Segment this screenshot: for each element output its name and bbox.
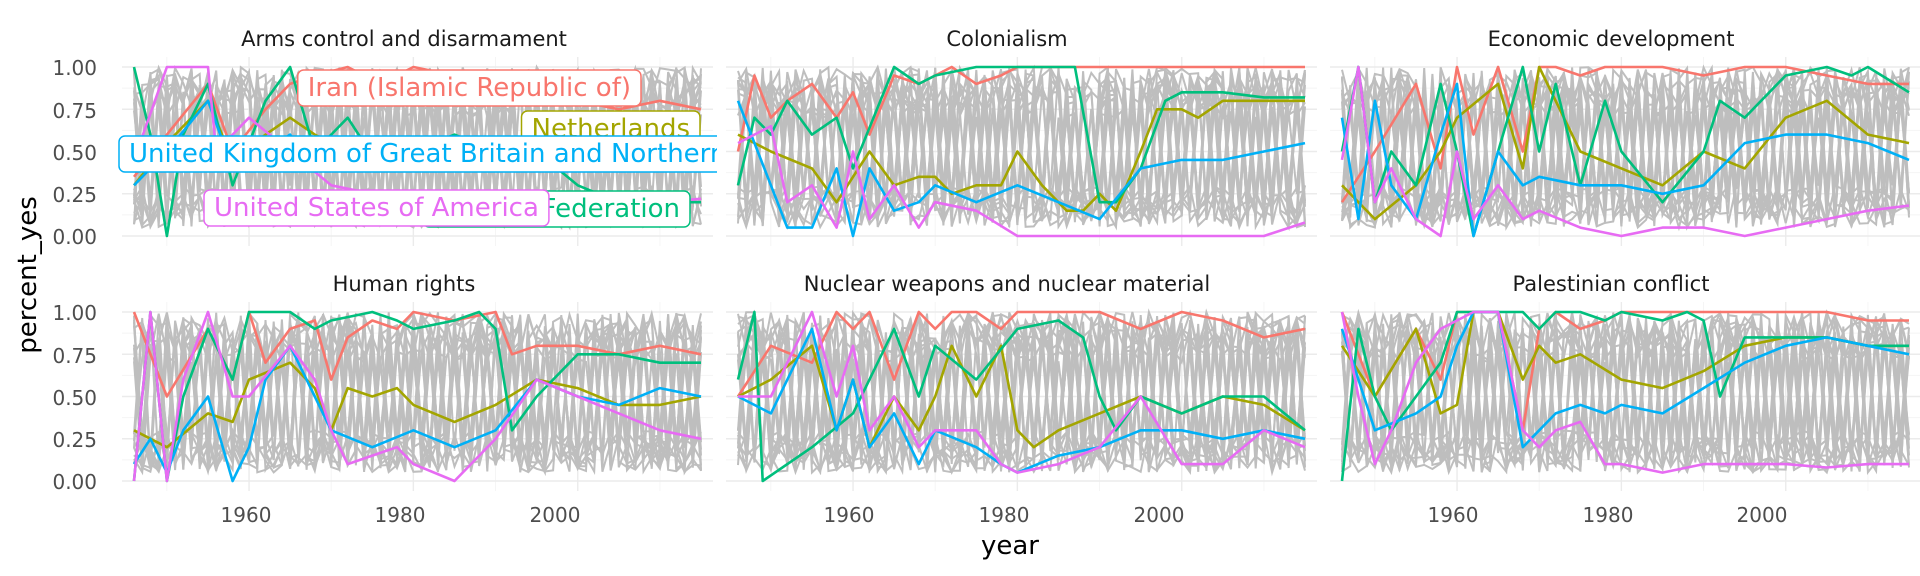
country-label-text: United States of America [214, 193, 539, 223]
series-line-russian-federation [1340, 310, 1909, 482]
y-tick-label: 0.50 [52, 141, 97, 165]
background-country-line [133, 314, 702, 474]
series-line-russian-federation [736, 310, 1306, 483]
panel-title-economic-development: Economic development [1488, 27, 1735, 51]
panel-title-nuclear-weapons: Nuclear weapons and nuclear material [804, 272, 1211, 296]
x-tick-label: 2000 [1134, 503, 1185, 527]
x-tick-label: 1980 [1583, 503, 1634, 527]
y-tick-label: 0.75 [52, 99, 97, 123]
series-line-iran-islamic-republic-of [736, 65, 1305, 152]
series-line-united-states-of-america [1340, 65, 1910, 238]
series-line-united-kingdom-of-great-britain-and-northern-ireland [736, 100, 1306, 238]
background-country-line [133, 312, 702, 474]
x-tick-label: 2000 [1737, 503, 1788, 527]
series-line-russian-federation [736, 65, 1305, 204]
y-tick-label: 0.25 [52, 183, 97, 207]
country-label: Iran (Islamic Republic of) [297, 69, 642, 107]
background-country-line [737, 67, 1306, 230]
country-label: United Kingdom of Great Britain and Nort… [118, 135, 825, 173]
panel-title-colonialism: Colonialism [946, 27, 1067, 51]
y-tick-label: 0.25 [52, 428, 97, 452]
y-tick-label: 0.75 [52, 344, 97, 368]
series-line-united-states-of-america [737, 124, 1306, 238]
y-tick-label: 1.00 [52, 56, 97, 80]
y-tick-label: 0.50 [52, 386, 97, 410]
x-tick-label: 2000 [530, 503, 581, 527]
x-tick-label: 1960 [221, 503, 272, 527]
country-label-box [297, 69, 642, 107]
background-country-line [737, 66, 1306, 231]
series-line-iran-islamic-republic-of [736, 310, 1306, 398]
country-label-text: Iran (Islamic Republic of) [308, 73, 631, 103]
background-country-line [1341, 67, 1910, 227]
series-line-united-states-of-america [1340, 310, 1909, 474]
x-axis-title: year [981, 531, 1039, 561]
series-line-united-kingdom-of-great-britain-and-northern-ireland [1340, 82, 1910, 238]
series-line-russian-federation [132, 65, 701, 238]
series-line-netherlands [737, 99, 1305, 212]
background-country-line [737, 69, 1306, 231]
x-tick-label: 1960 [824, 503, 875, 527]
x-tick-label: 1980 [979, 503, 1030, 527]
background-country-line [133, 312, 702, 473]
series-line-united-states-of-america [738, 310, 1306, 474]
country-label-box [118, 135, 717, 173]
series-line-iran-islamic-republic-of [1340, 65, 1909, 203]
background-country-line [1341, 312, 1910, 475]
background-country-line [1341, 309, 1910, 473]
background-country-line [737, 310, 1306, 476]
x-tick-label: 1960 [1428, 503, 1479, 527]
y-tick-label: 0.00 [52, 225, 97, 249]
series-line-russian-federation [1340, 65, 1910, 238]
country-label-text: United Kingdom of Great Britain and Nort… [129, 139, 825, 169]
series-line-iran-islamic-republic-of [1340, 310, 1909, 432]
y-tick-label: 1.00 [52, 301, 97, 325]
y-axis-title: percent_yes [13, 196, 43, 354]
x-tick-label: 1980 [375, 503, 426, 527]
series-line-netherlands [133, 361, 702, 449]
panel-title-human-rights: Human rights [333, 272, 476, 296]
series-line-united-states-of-america [132, 310, 702, 483]
series-line-russian-federation [132, 310, 701, 483]
series-line-united-kingdom-of-great-britain-and-northern-ireland [1340, 310, 1910, 449]
panel-title-palestinian-conflict: Palestinian conflict [1513, 272, 1710, 296]
y-tick-label: 0.00 [52, 470, 97, 494]
highlight-series-layer [132, 65, 1910, 483]
series-line-united-kingdom-of-great-britain-and-northern-ireland [737, 327, 1306, 474]
country-label-box [203, 189, 550, 227]
country-label: United States of America [203, 189, 550, 227]
background-country-line [133, 310, 702, 472]
panel-title-arms-control: Arms control and disarmament [241, 27, 567, 51]
background-country-line [1341, 314, 1910, 473]
background-country-line [737, 308, 1306, 473]
